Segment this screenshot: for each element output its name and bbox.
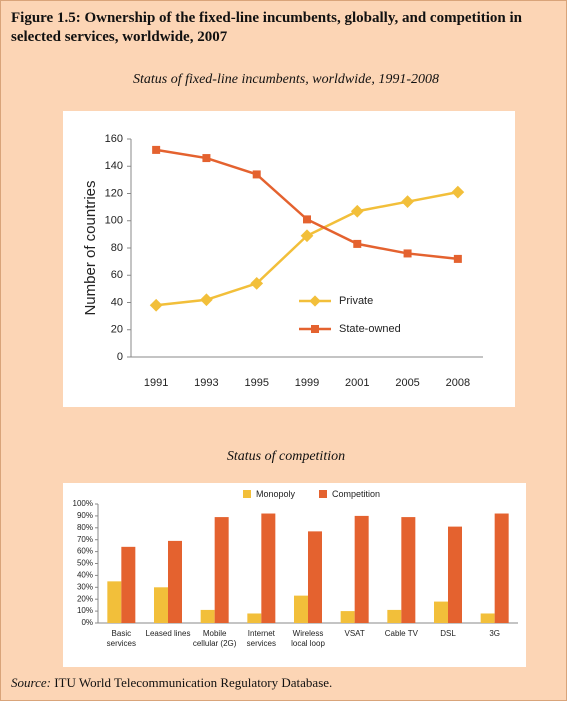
bar bbox=[340, 611, 355, 623]
x-tick-label: VSAT bbox=[344, 629, 365, 638]
y-tick-label: 160 bbox=[105, 133, 123, 145]
bar bbox=[247, 613, 262, 623]
y-tick-label: 40% bbox=[77, 571, 93, 580]
bar bbox=[200, 609, 215, 623]
legend-marker bbox=[319, 490, 327, 498]
data-point bbox=[149, 298, 163, 312]
data-point bbox=[152, 145, 161, 154]
x-tick-label: Basic services bbox=[106, 629, 136, 648]
y-tick-label: 30% bbox=[77, 582, 93, 591]
data-point bbox=[300, 229, 314, 243]
source-text: ITU World Telecommunication Regulatory D… bbox=[54, 675, 333, 690]
data-point bbox=[350, 204, 364, 218]
data-point bbox=[353, 239, 362, 248]
legend-label: Private bbox=[339, 295, 373, 307]
source-label: Source: bbox=[11, 675, 51, 690]
y-tick-label: 80 bbox=[111, 242, 123, 254]
y-tick-label: 40 bbox=[111, 296, 123, 308]
data-point bbox=[200, 293, 213, 307]
bar bbox=[494, 513, 509, 623]
chart-title: Status of competition bbox=[226, 449, 346, 464]
y-tick-label: 0 bbox=[117, 351, 123, 363]
x-tick-label: 1991 bbox=[144, 377, 168, 389]
bar bbox=[480, 613, 495, 623]
bar bbox=[168, 540, 182, 623]
bar bbox=[387, 609, 402, 623]
y-tick-label: 50% bbox=[77, 559, 93, 568]
x-tick-label: Mobile cellular (2G) bbox=[192, 629, 237, 648]
legend-marker bbox=[243, 490, 251, 498]
x-tick-label: Cable TV bbox=[384, 629, 418, 638]
bar bbox=[294, 595, 308, 623]
y-tick-label: 70% bbox=[77, 535, 93, 544]
source-note: Source: ITU World Telecommunication Regu… bbox=[11, 675, 332, 691]
y-tick-label: 60% bbox=[77, 547, 93, 556]
x-tick-label: 1995 bbox=[244, 377, 268, 389]
y-tick-label: 140 bbox=[105, 160, 123, 172]
bar-chart: 0% 10% 20% 30% 40% 50% 60% 70% 80% 90% 100% Monopol… bbox=[73, 489, 518, 627]
x-tick-label: Wireless local loop bbox=[291, 629, 325, 648]
x-tick-label: 1993 bbox=[194, 377, 218, 389]
legend-label: Competition bbox=[332, 489, 380, 499]
x-tick-label: 2005 bbox=[395, 377, 419, 389]
bar bbox=[121, 546, 136, 623]
x-tick-label: 2008 bbox=[446, 377, 470, 389]
y-tick-label: 80% bbox=[77, 523, 93, 532]
x-tick-label: 3G bbox=[489, 629, 500, 638]
y-tick-label: 20% bbox=[77, 594, 93, 603]
x-tick-label: Leased lines bbox=[145, 629, 191, 638]
legend-marker bbox=[311, 325, 319, 333]
figure-title: Figure 1.5: Ownership of the fixed-line … bbox=[11, 10, 523, 45]
bar bbox=[107, 581, 122, 623]
x-tick-label: 2001 bbox=[345, 377, 369, 389]
bar bbox=[448, 526, 462, 623]
data-point bbox=[202, 154, 211, 163]
y-tick-label: 120 bbox=[105, 187, 123, 199]
y-tick-label: 100 bbox=[105, 215, 123, 227]
x-tick-label: Internet services bbox=[246, 629, 276, 648]
y-tick-label: 0% bbox=[81, 618, 93, 627]
y-tick-label: 60 bbox=[111, 269, 123, 281]
legend-marker bbox=[309, 295, 321, 307]
bar bbox=[354, 515, 369, 623]
y-tick-label: 10% bbox=[77, 606, 93, 615]
y-tick-label: 20 bbox=[111, 324, 123, 336]
x-tick-label: DSL bbox=[440, 629, 456, 638]
data-point bbox=[403, 249, 412, 258]
data-point bbox=[401, 195, 414, 209]
data-point bbox=[303, 215, 311, 224]
bar bbox=[401, 517, 416, 623]
series-line bbox=[156, 190, 459, 307]
x-tick-label: 1999 bbox=[295, 377, 319, 389]
data-point bbox=[453, 254, 462, 263]
bar bbox=[154, 587, 168, 623]
bar bbox=[261, 513, 276, 623]
series-line bbox=[155, 148, 458, 261]
y-axis-label: Number of countries bbox=[82, 180, 99, 315]
legend-label: Monopoly bbox=[256, 489, 296, 499]
chart-area: 0 20 40 60 80 100 120 140 160 1991 1993 1995 1999 200… bbox=[63, 111, 515, 407]
data-point bbox=[451, 185, 465, 199]
chart-title: Status of fixed-line incumbents, worldwi… bbox=[132, 72, 440, 87]
y-tick-label: 90% bbox=[77, 511, 93, 520]
bar bbox=[308, 531, 322, 623]
y-tick-label: 100% bbox=[73, 499, 93, 508]
data-point bbox=[252, 170, 261, 179]
legend-label: State-owned bbox=[339, 323, 401, 335]
chart-area: 0% 10% 20% 30% 40% 50% 60% 70% 80% 90% 100% Monopol… bbox=[63, 483, 526, 667]
bar bbox=[434, 601, 448, 623]
line-chart: 0 20 40 60 80 100 120 140 160 1991 1993 1995 1999 200… bbox=[82, 133, 483, 389]
bar bbox=[214, 517, 229, 623]
